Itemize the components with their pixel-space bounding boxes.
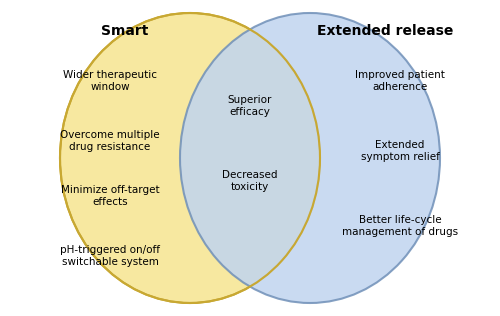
Text: Better life-cycle
management of drugs: Better life-cycle management of drugs	[342, 215, 458, 237]
Text: Smart: Smart	[102, 24, 148, 38]
Text: Wider therapeutic
window: Wider therapeutic window	[63, 70, 157, 92]
Text: Improved patient
adherence: Improved patient adherence	[355, 70, 445, 92]
Text: Superior
efficacy: Superior efficacy	[228, 95, 272, 117]
Text: pH-triggered on/off
switchable system: pH-triggered on/off switchable system	[60, 245, 160, 267]
Text: Overcome multiple
drug resistance: Overcome multiple drug resistance	[60, 130, 160, 152]
Ellipse shape	[60, 13, 320, 303]
Ellipse shape	[180, 13, 440, 303]
Text: Extended release: Extended release	[317, 24, 453, 38]
Text: Minimize off-target
effects: Minimize off-target effects	[60, 185, 160, 207]
Text: Decreased
toxicity: Decreased toxicity	[222, 170, 278, 192]
Text: Extended
symptom relief: Extended symptom relief	[360, 140, 440, 162]
